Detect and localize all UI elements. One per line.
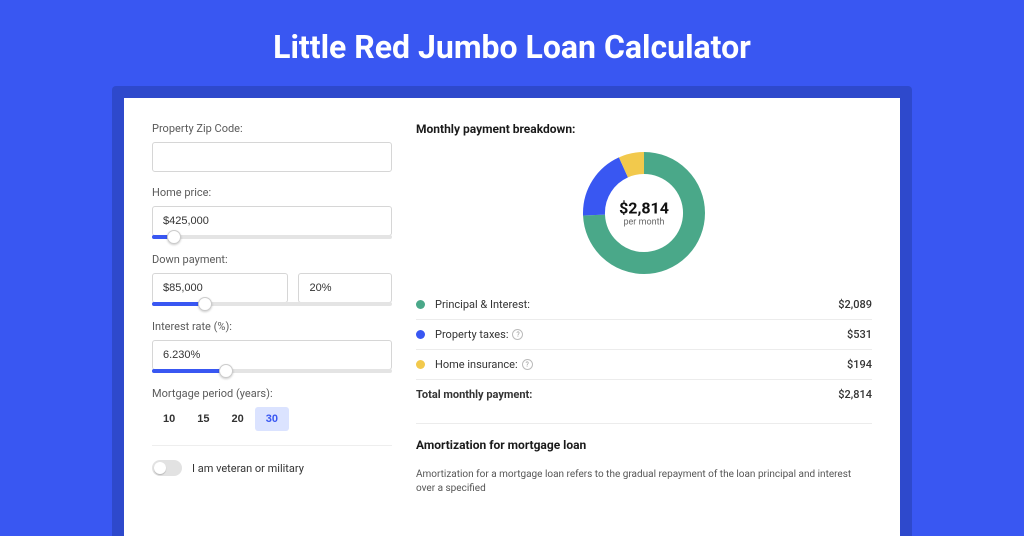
down-group: Down payment:	[152, 253, 392, 306]
legend-label: Home insurance:?	[435, 358, 847, 371]
legend-row-pi: Principal & Interest:$2,089	[416, 290, 872, 319]
amortization-text: Amortization for a mortgage loan refers …	[416, 468, 872, 496]
period-btn-20[interactable]: 20	[221, 407, 255, 431]
down-amount-input[interactable]	[152, 273, 288, 303]
breakdown-donut-chart: $2,814 per month	[583, 152, 705, 274]
legend-value: $194	[847, 358, 872, 371]
page-title: Little Red Jumbo Loan Calculator	[0, 0, 1024, 86]
veteran-row: I am veteran or military	[152, 445, 392, 476]
donut-amount: $2,814	[619, 199, 669, 218]
legend-label: Property taxes:?	[435, 328, 847, 341]
breakdown-column: Monthly payment breakdown: $2,814 per mo…	[416, 122, 872, 496]
down-pct-input[interactable]	[298, 273, 392, 303]
rate-slider-thumb[interactable]	[219, 364, 233, 378]
price-input[interactable]	[152, 206, 392, 236]
period-label: Mortgage period (years):	[152, 387, 392, 400]
total-label: Total monthly payment:	[416, 388, 838, 401]
veteran-toggle[interactable]	[152, 460, 182, 476]
price-slider-thumb[interactable]	[167, 230, 181, 244]
price-label: Home price:	[152, 186, 392, 199]
legend-label: Principal & Interest:	[435, 298, 838, 311]
legend-value: $2,089	[838, 298, 872, 311]
period-btn-10[interactable]: 10	[152, 407, 186, 431]
period-btn-15[interactable]: 15	[186, 407, 220, 431]
calculator-card: Property Zip Code: Home price: Down paym…	[124, 98, 900, 536]
period-group: Mortgage period (years): 10152030	[152, 387, 392, 431]
legend-dot	[416, 330, 425, 339]
period-buttons: 10152030	[152, 407, 392, 431]
info-icon[interactable]: ?	[522, 359, 533, 370]
down-slider-thumb[interactable]	[198, 297, 212, 311]
donut-sub: per month	[619, 218, 669, 228]
total-value: $2,814	[838, 388, 872, 401]
zip-input[interactable]	[152, 142, 392, 172]
period-btn-30[interactable]: 30	[255, 407, 289, 431]
rate-group: Interest rate (%):	[152, 320, 392, 373]
inputs-column: Property Zip Code: Home price: Down paym…	[152, 122, 392, 496]
price-slider[interactable]	[152, 235, 392, 239]
legend-dot	[416, 300, 425, 309]
rate-input[interactable]	[152, 340, 392, 370]
price-group: Home price:	[152, 186, 392, 239]
breakdown-title: Monthly payment breakdown:	[416, 122, 872, 136]
rate-label: Interest rate (%):	[152, 320, 392, 333]
info-icon[interactable]: ?	[512, 329, 523, 340]
down-slider[interactable]	[152, 302, 392, 306]
rate-slider[interactable]	[152, 369, 392, 373]
zip-group: Property Zip Code:	[152, 122, 392, 172]
total-row: Total monthly payment: $2,814	[416, 379, 872, 409]
legend-row-tax: Property taxes:?$531	[416, 319, 872, 349]
amortization-title: Amortization for mortgage loan	[416, 438, 872, 452]
toggle-knob	[154, 462, 166, 474]
legend-rows: Principal & Interest:$2,089Property taxe…	[416, 290, 872, 379]
down-label: Down payment:	[152, 253, 392, 266]
legend-value: $531	[847, 328, 872, 341]
amortization-section: Amortization for mortgage loan Amortizat…	[416, 423, 872, 496]
legend-row-ins: Home insurance:?$194	[416, 349, 872, 379]
legend-dot	[416, 360, 425, 369]
calculator-card-outer: Property Zip Code: Home price: Down paym…	[112, 86, 912, 536]
veteran-label: I am veteran or military	[192, 462, 304, 475]
zip-label: Property Zip Code:	[152, 122, 392, 135]
